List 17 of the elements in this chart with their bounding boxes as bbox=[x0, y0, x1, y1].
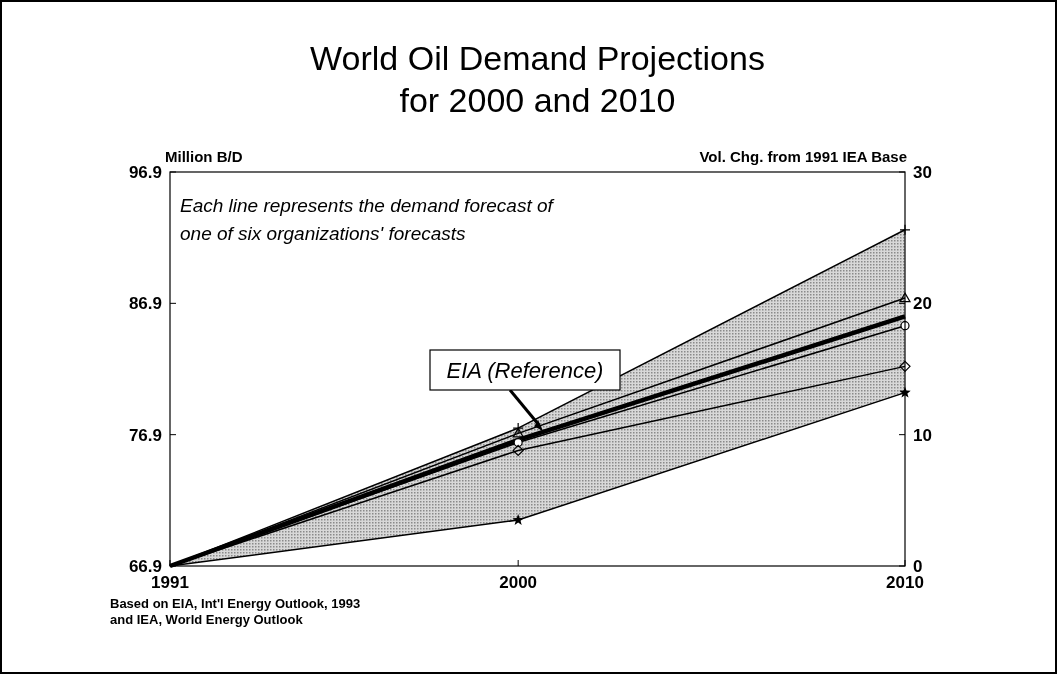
y-tick-label: 96.9 bbox=[128, 163, 162, 182]
chart-title: World Oil Demand Projections for 2000 and 2010 bbox=[310, 39, 765, 119]
y2-tick-label: 10 bbox=[913, 425, 932, 445]
text: Based on EIA, Int'l Energy Outlook, 1993 and IEA, World Energy Outlook bbox=[110, 596, 361, 627]
x-tick-label: 2010 bbox=[886, 573, 924, 592]
x-tick-label: 1991 bbox=[151, 573, 189, 592]
y2-axis-title: Vol. Chg. from 1991 IEA Base bbox=[699, 148, 907, 165]
y2-tick-label: 20 bbox=[913, 294, 932, 314]
y2-tick-label: 0 bbox=[913, 557, 923, 576]
y-tick-label: 66.9 bbox=[128, 557, 162, 576]
y-tick-label: 86.9 bbox=[128, 294, 162, 314]
series-label: EIA (Reference) bbox=[446, 358, 604, 383]
y-axis-title: Million B/D bbox=[165, 148, 243, 165]
x-tick-label: 2000 bbox=[499, 573, 538, 592]
annotation: Each line represents the demand forecast of one of six organizations' forecasts bbox=[180, 195, 555, 244]
y2-tick-label: 30 bbox=[913, 163, 932, 182]
y-tick-label: 76.9 bbox=[128, 425, 162, 445]
